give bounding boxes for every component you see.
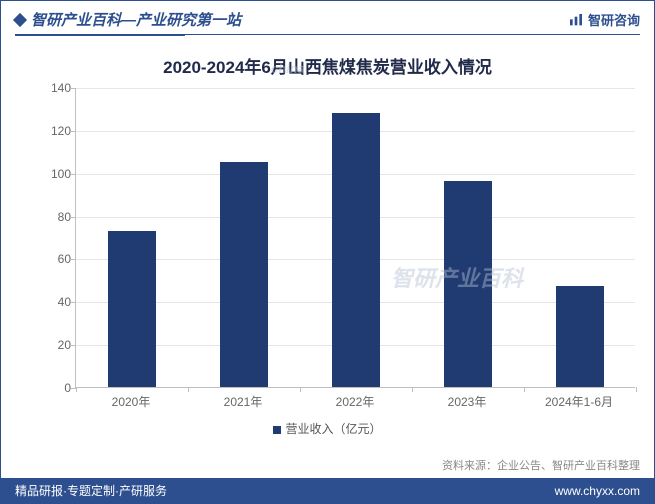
y-axis-label: 120 bbox=[51, 124, 71, 138]
brand-logo-icon bbox=[568, 12, 584, 28]
footer-right: www.chyxx.com bbox=[555, 484, 640, 498]
footer-left: 精品研报·专题定制·产研服务 bbox=[15, 482, 167, 499]
x-tick bbox=[524, 387, 525, 392]
bar bbox=[556, 286, 604, 387]
x-axis-label: 2022年 bbox=[336, 393, 375, 410]
x-tick bbox=[300, 387, 301, 392]
x-axis-label: 2021年 bbox=[224, 393, 263, 410]
legend-swatch bbox=[273, 426, 281, 434]
y-axis-label: 0 bbox=[64, 381, 71, 395]
chart-title: 2020-2024年6月山西焦煤焦炭营业收入情况 bbox=[1, 53, 654, 78]
y-tick bbox=[71, 302, 76, 303]
legend-label: 营业收入（亿元） bbox=[285, 422, 381, 436]
y-axis-label: 40 bbox=[58, 295, 71, 309]
x-axis-label: 2023年 bbox=[448, 393, 487, 410]
legend: 营业收入（亿元） bbox=[1, 420, 654, 437]
x-tick bbox=[636, 387, 637, 392]
x-tick bbox=[76, 387, 77, 392]
y-tick bbox=[71, 88, 76, 89]
source-text: 资料来源：企业公告、智研产业百科整理 bbox=[442, 457, 640, 473]
y-tick bbox=[71, 217, 76, 218]
header-title: 智研产业百科—产业研究第一站 bbox=[31, 9, 241, 30]
header-left: 智研产业百科—产业研究第一站 bbox=[15, 9, 241, 30]
x-tick bbox=[188, 387, 189, 392]
brand: 智研咨询 bbox=[568, 10, 640, 29]
brand-text: 智研咨询 bbox=[588, 10, 640, 29]
grid-line bbox=[76, 88, 635, 89]
y-tick bbox=[71, 131, 76, 132]
x-axis-label: 2024年1-6月 bbox=[545, 393, 613, 410]
header-divider bbox=[15, 34, 640, 35]
chart-area: 0204060801001201402020年2021年2022年2023年20… bbox=[47, 88, 637, 418]
diamond-icon bbox=[13, 12, 27, 26]
y-axis-label: 20 bbox=[58, 338, 71, 352]
x-tick bbox=[412, 387, 413, 392]
y-axis-label: 80 bbox=[58, 210, 71, 224]
plot bbox=[75, 88, 635, 388]
footer: 精品研报·专题定制·产研服务 www.chyxx.com bbox=[1, 478, 654, 503]
y-axis-label: 60 bbox=[58, 252, 71, 266]
bar bbox=[332, 113, 380, 387]
y-axis-label: 140 bbox=[51, 81, 71, 95]
y-axis-label: 100 bbox=[51, 167, 71, 181]
chart-card: 智研产业百科—产业研究第一站 智研咨询 2020-2024年6月山西焦煤焦炭营业… bbox=[0, 0, 655, 504]
y-tick bbox=[71, 259, 76, 260]
header: 智研产业百科—产业研究第一站 智研咨询 bbox=[1, 1, 654, 34]
bar bbox=[220, 162, 268, 387]
y-tick bbox=[71, 174, 76, 175]
bar bbox=[444, 181, 492, 387]
y-tick bbox=[71, 345, 76, 346]
bar bbox=[108, 231, 156, 387]
x-axis-label: 2020年 bbox=[112, 393, 151, 410]
